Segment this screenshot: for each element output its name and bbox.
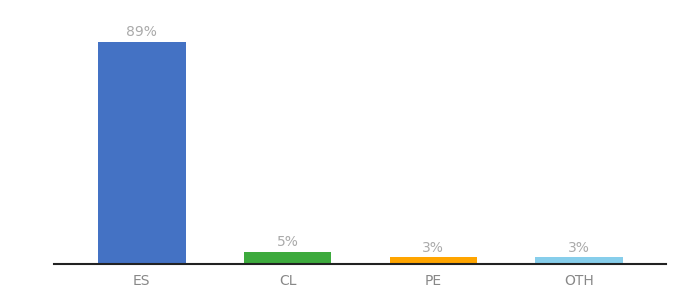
Text: 5%: 5% bbox=[277, 235, 299, 249]
Bar bbox=[390, 256, 477, 264]
Text: 3%: 3% bbox=[422, 241, 444, 254]
Bar bbox=[535, 256, 623, 264]
Text: 89%: 89% bbox=[126, 26, 157, 39]
Bar bbox=[244, 251, 331, 264]
Bar bbox=[98, 42, 186, 264]
Text: 3%: 3% bbox=[568, 241, 590, 254]
